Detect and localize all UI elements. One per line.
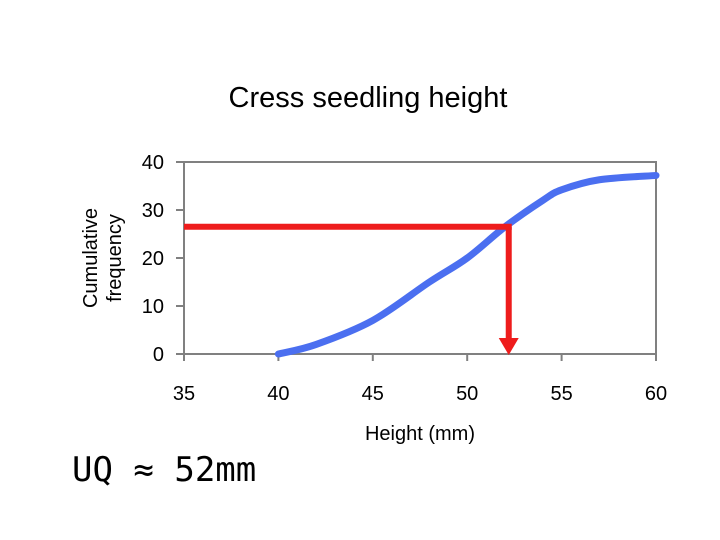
y-axis-title-line-1: Cumulative (80, 208, 102, 308)
y-tick-label: 40 (142, 152, 164, 174)
y-tick-label: 10 (142, 296, 164, 318)
uq-arrowhead (498, 338, 519, 355)
uq-note: UQ ≈ 52mm (72, 450, 256, 490)
y-tick-label: 30 (142, 200, 164, 222)
y-tick-label: 20 (142, 248, 164, 270)
x-tick-label: 55 (550, 383, 572, 405)
chart-title: Cress seedling height (229, 82, 508, 114)
x-axis-title: Height (mm) (365, 423, 475, 445)
x-tick-label: 50 (456, 383, 478, 405)
x-tick-label: 60 (645, 383, 667, 405)
x-tick-label: 35 (173, 383, 195, 405)
y-tick-label: 0 (153, 344, 164, 366)
y-axis-ticks: 0 10 20 30 40 (142, 152, 184, 366)
y-axis-title-line-2: frequency (104, 214, 126, 302)
x-axis-ticks: 35 40 45 50 55 60 (173, 354, 667, 405)
cumulative-frequency-line (274, 171, 660, 358)
annotation-layer (184, 223, 519, 355)
series-layer (274, 171, 660, 358)
y-axis-title: Cumulative frequency (80, 208, 126, 308)
x-tick-label: 45 (362, 383, 384, 405)
plot-area-frame (183, 161, 657, 355)
x-tick-label: 40 (267, 383, 289, 405)
